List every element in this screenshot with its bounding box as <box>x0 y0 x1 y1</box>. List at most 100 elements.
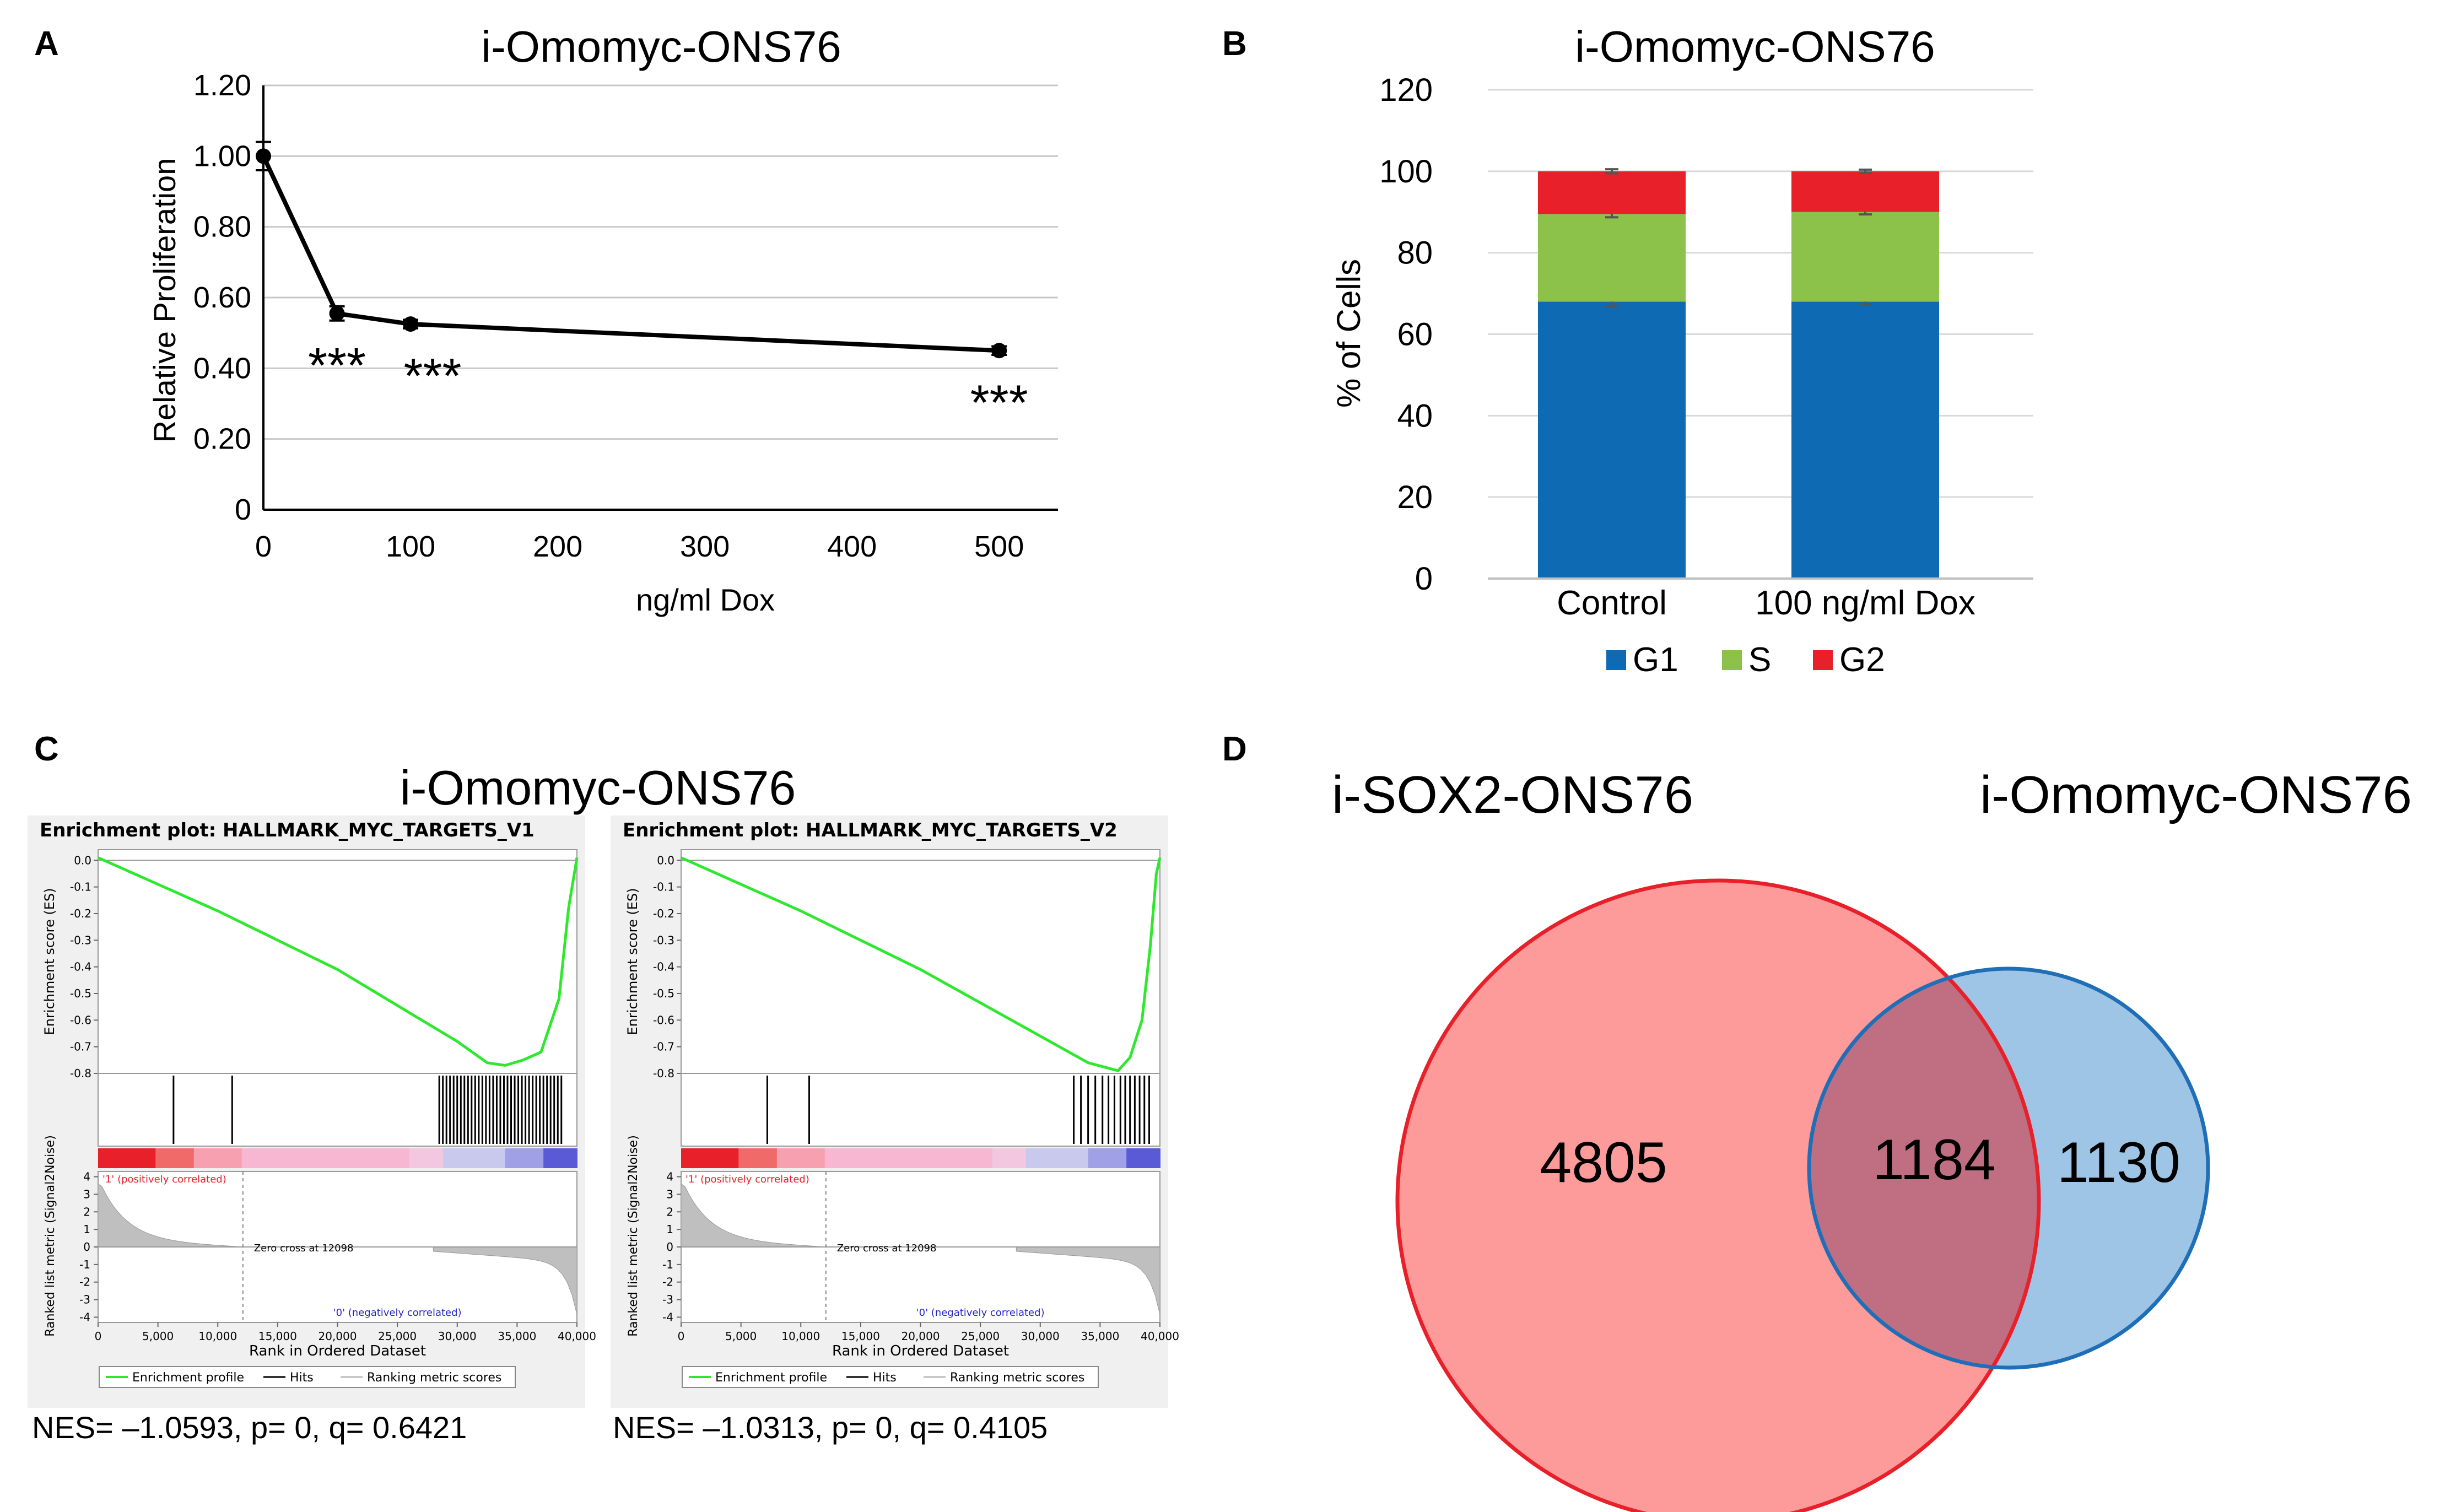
panel-a-y-tick-labels: 0 0.20 0.40 0.60 0.80 1.00 1.20 <box>193 69 251 526</box>
gsea-x-tick-label: 15,000 <box>258 1330 297 1343</box>
gsea-enrichment-profile <box>680 856 1162 1072</box>
gsea-x-tick-label: 20,000 <box>319 1330 357 1343</box>
gsea-ranking-bar-segment <box>241 1148 410 1168</box>
panel-b-legend-swatch-g1 <box>1606 650 1626 670</box>
gsea-es-tick-label: 0.0 <box>657 854 674 867</box>
gsea-x-tick-label: 10,000 <box>198 1330 237 1343</box>
gsea-metric-tick-label: 3 <box>83 1187 90 1201</box>
gsea-zero-cross-label: Zero cross at 12098 <box>254 1243 354 1254</box>
gsea-plot-title: Enrichment plot: HALLMARK_MYC_TARGETS_V2 <box>623 819 1118 841</box>
gsea-metric-tick-label: -1 <box>79 1258 90 1271</box>
venn-label-omomyc: i-Omomyc-ONS76 <box>1980 765 2412 824</box>
gsea-hits-area <box>98 1073 577 1147</box>
panel-a-series-line <box>261 155 1000 353</box>
panel-a-x-tick-label: 500 <box>974 530 1024 563</box>
panel-a-y-tick-label: 1.00 <box>193 139 251 172</box>
panel-a-significance-marker: *** <box>308 338 366 393</box>
gsea-ranking-bar-segment <box>824 1148 993 1168</box>
gsea-metric-tick-label: 0 <box>666 1240 673 1254</box>
panel-a-data-point <box>991 343 1007 359</box>
gsea-metric-tick-label: 4 <box>83 1170 90 1184</box>
gsea-ranking-bar-segment <box>193 1148 242 1168</box>
gsea-es-tick-label: -0.2 <box>653 907 674 920</box>
gsea-metric-tick-label: -2 <box>79 1276 90 1289</box>
gsea-es-plot-area <box>681 849 1160 1074</box>
gsea-es-tick-label: -0.1 <box>70 881 91 894</box>
gsea-metric-tick-label: -3 <box>79 1293 90 1306</box>
panel-b-legend-swatch-s <box>1722 650 1742 670</box>
gsea-x-tick-label: 35,000 <box>498 1330 536 1343</box>
panel-b-y-tick-labels: 0 20 40 60 80 100 120 <box>1379 72 1433 597</box>
panel-b-legend-swatch-g2 <box>1813 650 1833 670</box>
gsea-metric-axis-label: Ranked list metric (Signal2Noise) <box>44 1135 57 1337</box>
panel-a-y-tick-label: 0.80 <box>193 210 251 244</box>
panel-b-y-tick-label: 120 <box>1379 72 1433 108</box>
panel-b-category-label: Control <box>1557 584 1667 622</box>
panel-a-y-axis-label: Relative Proliferation <box>147 158 182 443</box>
gsea-x-tick-label: 25,000 <box>961 1330 1000 1343</box>
gsea-metric-tick-label: -3 <box>662 1293 673 1306</box>
panel-label-c: C <box>34 730 59 768</box>
gsea-legend-label-hits: Hits <box>290 1371 314 1385</box>
gsea-zero-cross-label: Zero cross at 12098 <box>837 1243 937 1254</box>
panel-b-category-labels: Control 100 ng/ml Dox <box>1557 584 1975 622</box>
gsea-es-tick-label: -0.7 <box>70 1040 91 1054</box>
panel-a-significance-marker: *** <box>970 375 1028 430</box>
panel-a-y-tick-label: 0.60 <box>193 281 251 314</box>
gsea-metric-tick-label: 2 <box>666 1205 673 1218</box>
gsea-metric-negative-fill <box>433 1246 577 1315</box>
panel-b-y-tick-label: 60 <box>1397 317 1433 353</box>
gsea-es-tick-label: -0.5 <box>70 987 91 1000</box>
gsea-metric-tick-label: -4 <box>79 1310 90 1324</box>
venn-overlap-region <box>1809 969 2039 1368</box>
gsea-metric-tick-label: -1 <box>662 1258 673 1271</box>
gsea-ranking-bar-segment <box>738 1148 778 1168</box>
panel-b-y-tick-label: 100 <box>1379 154 1433 190</box>
gsea-positive-label: '1' (positively correlated) <box>102 1174 226 1185</box>
gsea-x-tick-label: 5,000 <box>142 1330 174 1343</box>
gsea-ranking-bar-segment <box>681 1148 740 1168</box>
gsea-metric-tick-label: -2 <box>662 1276 673 1289</box>
gsea-ranking-bar-segment <box>155 1148 195 1168</box>
venn-diagram: 4805 1184 1130 <box>1395 878 2210 1512</box>
venn-outline-sox2 <box>1395 878 2041 1512</box>
panel-a-series <box>256 141 1007 359</box>
panel-a-x-tick-label: 300 <box>680 530 730 563</box>
gsea-legend-box <box>99 1366 516 1388</box>
gsea-legend-label-profile: Enrichment profile <box>715 1371 827 1385</box>
panel-a-y-tick-label: 0.20 <box>193 423 251 456</box>
gsea-positive-label: '1' (positively correlated) <box>685 1174 809 1185</box>
panel-b-y-tick-label: 40 <box>1397 398 1433 434</box>
gsea-es-tick-label: -0.2 <box>70 907 91 920</box>
panel-b-legend-label-s: S <box>1748 641 1771 679</box>
gsea-plot-v1: Enrichment plot: HALLMARK_MYC_TARGETS_V1… <box>28 816 596 1408</box>
gsea-x-tick-label: 35,000 <box>1081 1330 1119 1343</box>
panel-a-data-point <box>403 316 419 332</box>
panel-b-legend-label-g2: G2 <box>1839 641 1885 679</box>
gsea-ranking-bar-segment <box>409 1148 444 1168</box>
gsea-metric-positive-fill <box>681 1183 826 1248</box>
gsea-negative-label: '0' (negatively correlated) <box>916 1307 1045 1319</box>
gsea-legend-label-metric: Ranking metric scores <box>950 1371 1084 1385</box>
gsea-metric-tick-label: 1 <box>83 1223 90 1236</box>
gsea-es-tick-label: -0.8 <box>653 1067 674 1080</box>
panel-b-legend-label-g1: G1 <box>1633 641 1678 679</box>
gsea-metric-tick-label: -4 <box>662 1310 673 1324</box>
gsea-x-tick-label: 40,000 <box>1141 1330 1179 1343</box>
gsea-es-tick-label: -0.4 <box>653 960 674 974</box>
gsea-es-tick-label: 0.0 <box>74 854 91 867</box>
panel-b-y-tick-label: 20 <box>1397 479 1433 515</box>
gsea-ranking-bar-segment <box>505 1148 544 1168</box>
panel-a-annotations: *** *** *** <box>308 338 1028 430</box>
panel-b-category-label: 100 ng/ml Dox <box>1755 584 1975 622</box>
panel-a-y-tick-label: 1.20 <box>193 69 251 102</box>
panel-a-x-tick-label: 100 <box>386 530 435 563</box>
gsea-es-tick-label: -0.8 <box>70 1067 91 1080</box>
gsea-ranking-bar-segment <box>98 1148 156 1168</box>
gsea-x-tick-label: 5,000 <box>725 1330 757 1343</box>
gsea-ranking-bar-segment <box>442 1148 506 1168</box>
panel-b-bar-g2 <box>1538 171 1686 214</box>
panel-a-y-tick-label: 0 <box>235 493 251 526</box>
panel-a-title: i-Omomyc-ONS76 <box>481 22 841 71</box>
